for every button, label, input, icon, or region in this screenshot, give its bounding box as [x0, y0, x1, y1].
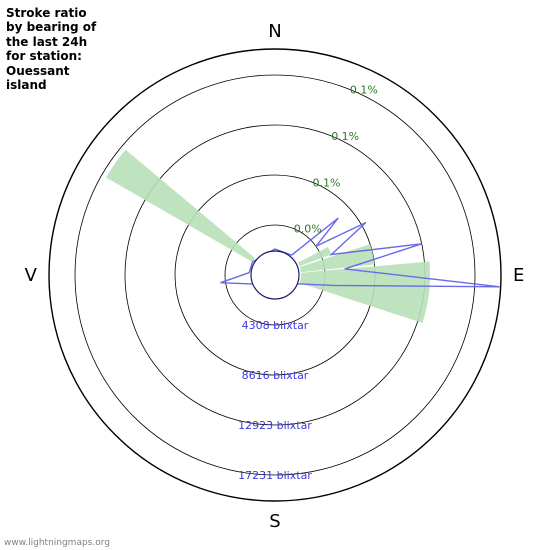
polar-chart: N S E V 0.0% 0.1% 0.1% 0.1% 4308 blixtar 8616 bli… — [0, 0, 550, 550]
center-hole — [251, 251, 299, 299]
count-ring-label: 17231 blixtar — [238, 469, 312, 482]
cardinal-s: S — [269, 511, 280, 532]
cardinal-n: N — [268, 21, 281, 42]
ratio-ring-label: 0.0% — [294, 223, 322, 236]
cardinal-e: E — [513, 265, 524, 286]
count-ring-label: 8616 blixtar — [242, 369, 309, 382]
ratio-ring-label: 0.1% — [331, 130, 359, 143]
ratio-wedge — [106, 150, 255, 262]
ratio-ring-label: 0.1% — [350, 84, 378, 97]
ratio-ring-label: 0.1% — [312, 176, 340, 189]
count-ring-label: 4308 blixtar — [242, 319, 309, 332]
count-ring-label: 12923 blixtar — [238, 419, 312, 432]
cardinal-w: V — [25, 265, 38, 286]
